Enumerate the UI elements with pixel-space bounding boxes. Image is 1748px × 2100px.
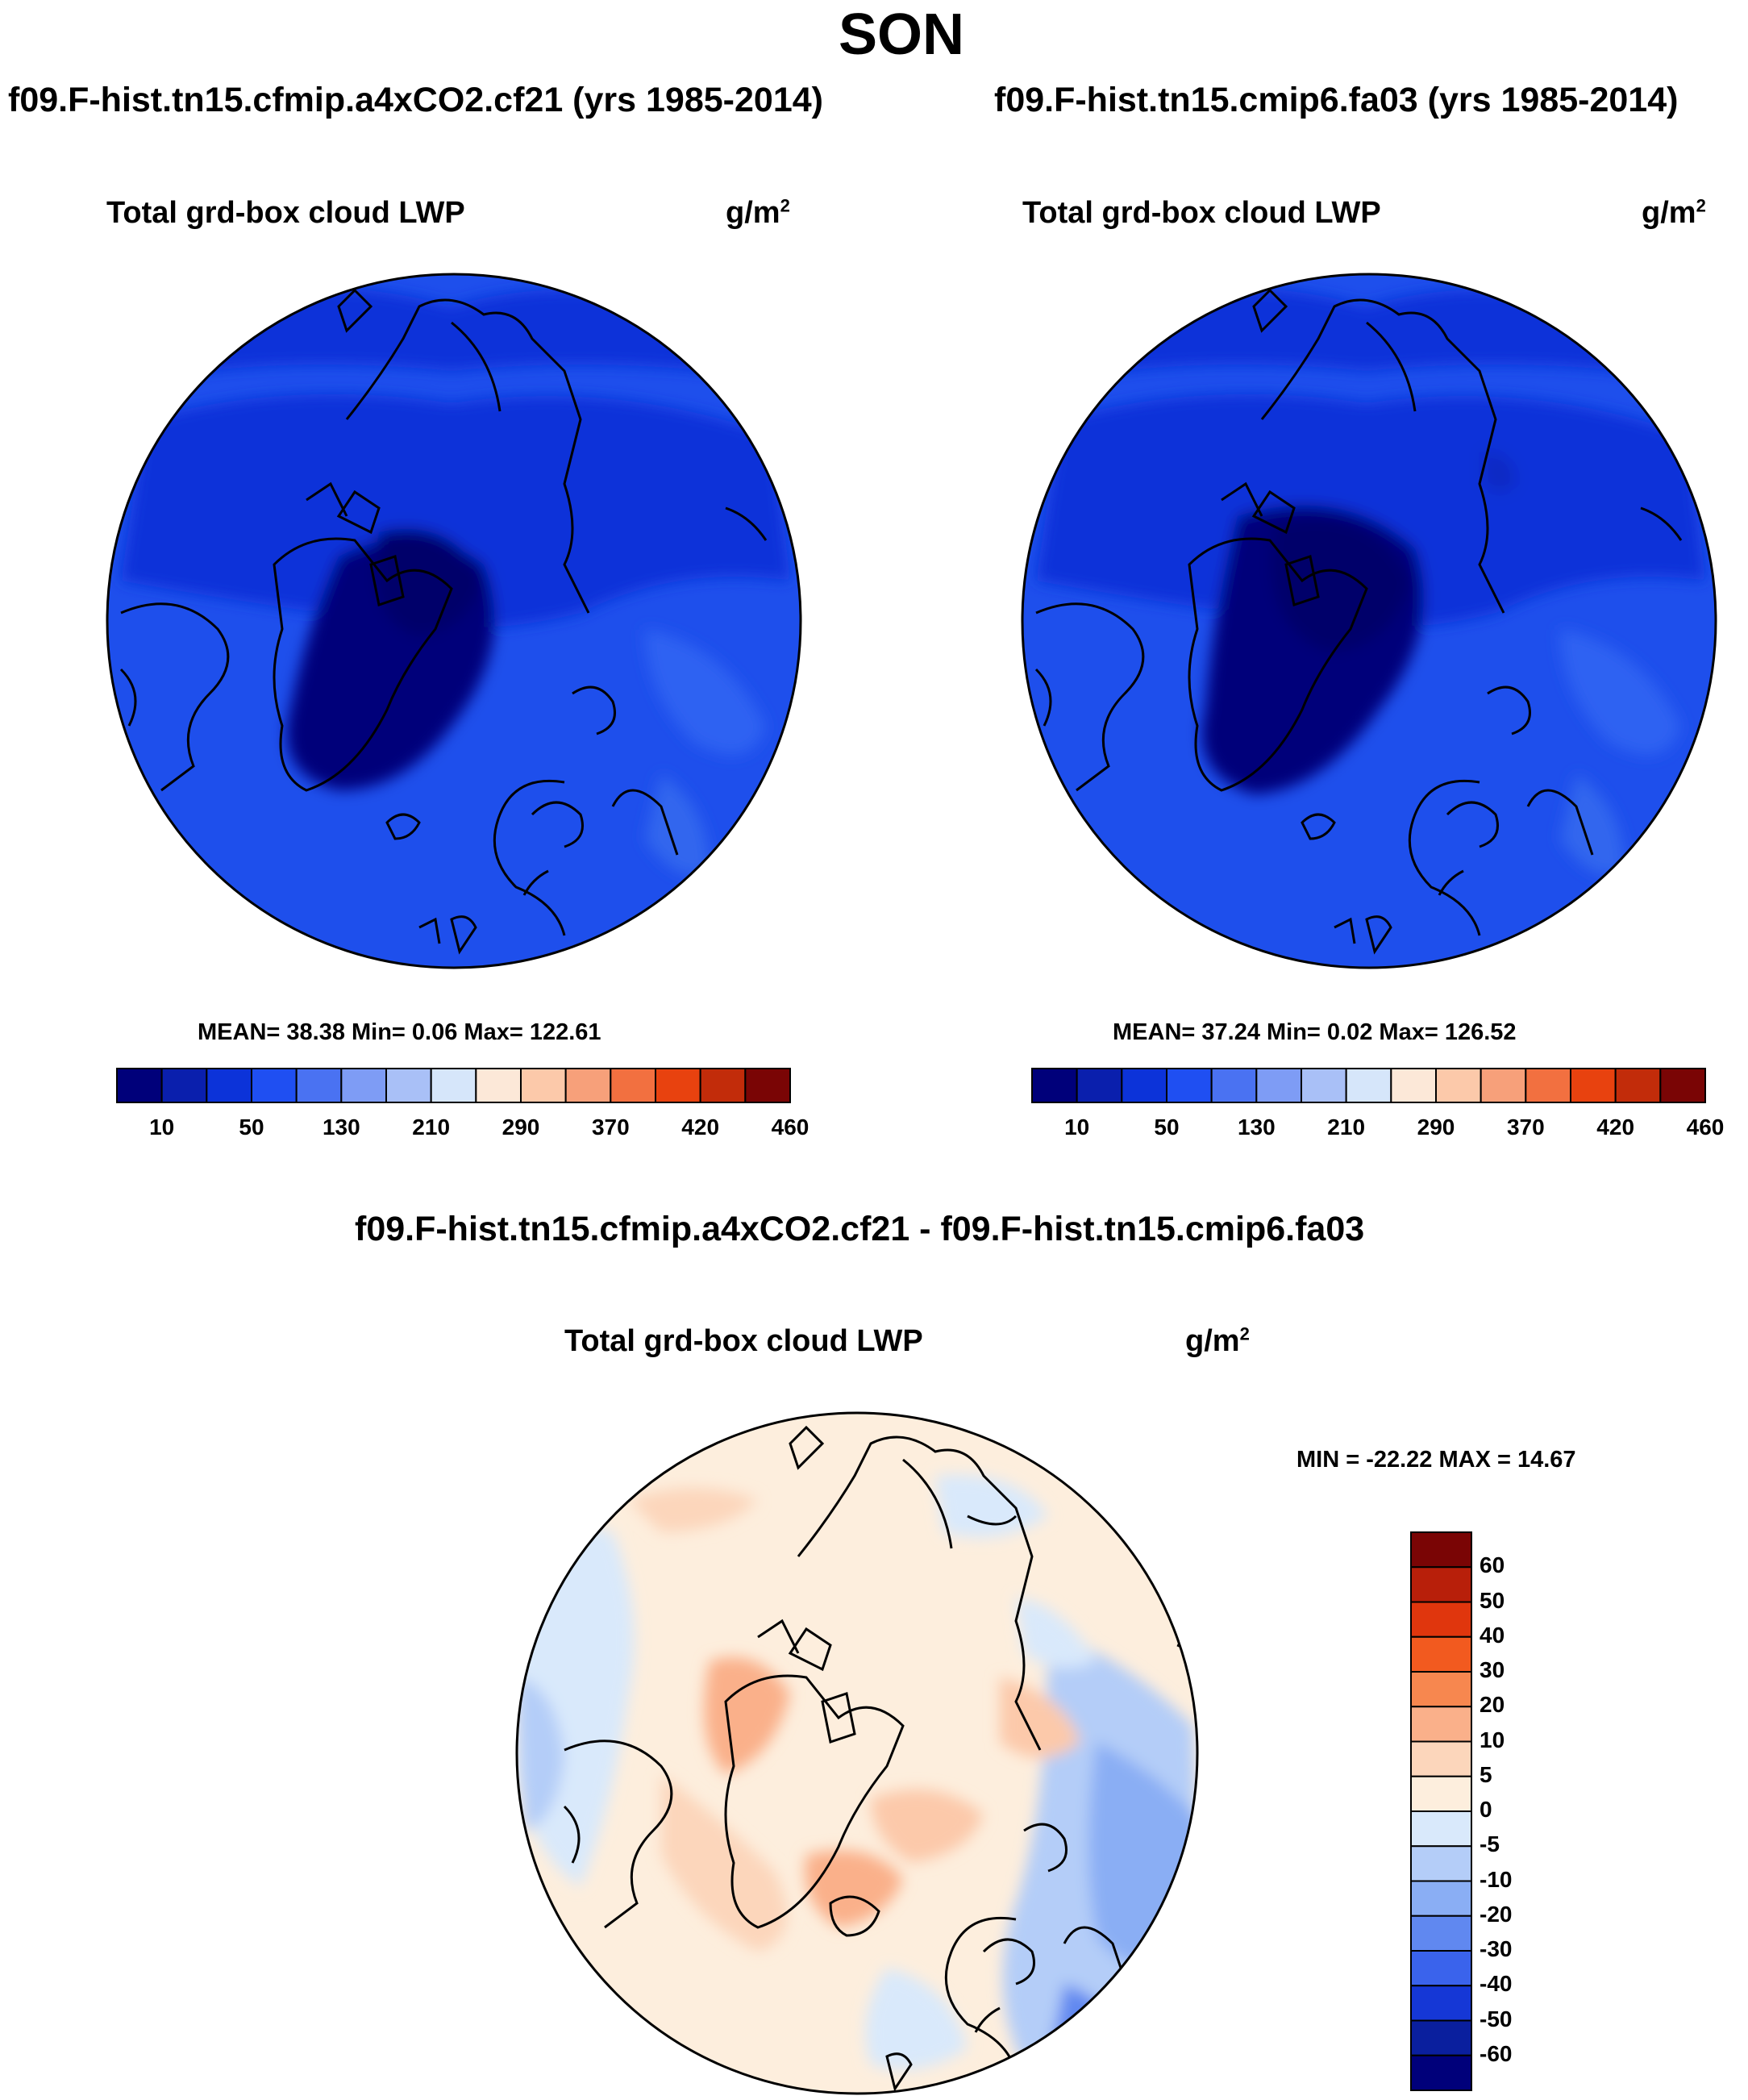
- panel-right-case-title: f09.F-hist.tn15.cmip6.fa03 (yrs 1985-201…: [994, 81, 1679, 119]
- colorbar-swatch: [1410, 1706, 1472, 1743]
- colorbar-tick-label: 130: [1237, 1115, 1276, 1140]
- colorbar-swatch: [116, 1068, 163, 1103]
- panel-diff-variable-title: Total grd-box cloud LWP: [564, 1324, 923, 1358]
- colorbar-tick-label: 40: [1480, 1622, 1505, 1648]
- colorbar-swatch: [1614, 1068, 1662, 1103]
- panel-left-variable-title: Total grd-box cloud LWP: [106, 196, 465, 230]
- colorbar-tick-label: 10: [1064, 1115, 1090, 1140]
- colorbar-tick-label: -30: [1480, 1936, 1513, 1961]
- colorbar-tick-label: 460: [771, 1115, 809, 1140]
- colorbar-swatch: [1410, 1531, 1472, 1569]
- colorbar-swatch: [160, 1068, 208, 1103]
- colorbar-swatch: [1390, 1068, 1438, 1103]
- panel-left-stats: MEAN= 38.38 Min= 0.06 Max= 122.61: [198, 1019, 601, 1045]
- colorbar-tick-label: 5: [1480, 1761, 1492, 1787]
- colorbar-swatch: [744, 1068, 791, 1103]
- colorbar-swatch: [610, 1068, 656, 1103]
- panel-right-stats: MEAN= 37.24 Min= 0.02 Max= 126.52: [1113, 1019, 1517, 1045]
- colorbar-swatch: [1410, 1775, 1472, 1812]
- colorbar-tick-label: 20: [1480, 1692, 1505, 1718]
- colorbar-tick-label: 0: [1480, 1797, 1492, 1822]
- colorbar-tick-label: 50: [1154, 1115, 1180, 1140]
- colorbar-swatch: [1345, 1068, 1392, 1103]
- colorbar-difference: [1410, 1531, 1472, 2091]
- colorbar-swatch: [1410, 1845, 1472, 1882]
- colorbar-swatch: [1210, 1068, 1258, 1103]
- colorbar-swatch: [1031, 1068, 1078, 1103]
- panel-right-units: g/m2: [1642, 195, 1706, 230]
- panel-diff-units: g/m2: [1185, 1323, 1250, 1358]
- colorbar-swatch: [699, 1068, 747, 1103]
- colorbar-swatch: [564, 1068, 612, 1103]
- colorbar-tick-label: 460: [1686, 1115, 1725, 1140]
- colorbar-swatch: [1410, 2054, 1472, 2091]
- colorbar-swatch: [1410, 1950, 1472, 1987]
- colorbar-swatch: [1410, 1915, 1472, 1952]
- colorbar-tick-label: -60: [1480, 2040, 1513, 2066]
- colorbar-tick-label: 10: [1480, 1727, 1505, 1752]
- colorbar-swatch: [1255, 1068, 1303, 1103]
- colorbar-swatch: [655, 1068, 701, 1103]
- colorbar-tick-label: 370: [591, 1115, 630, 1140]
- figure-title: SON: [839, 2, 965, 67]
- colorbar-swatch: [1301, 1068, 1347, 1103]
- colorbar-swatch: [295, 1068, 343, 1103]
- colorbar-swatch: [385, 1068, 432, 1103]
- colorbar-swatch: [1435, 1068, 1482, 1103]
- map-difference: [515, 1411, 1199, 2095]
- colorbar-swatch: [1570, 1068, 1617, 1103]
- panel-diff-case-title: f09.F-hist.tn15.cfmip.a4xCO2.cf21 - f09.…: [355, 1210, 1365, 1248]
- colorbar-tick-label: 50: [1480, 1587, 1505, 1613]
- map-right: [1021, 273, 1717, 969]
- colorbar-swatch: [206, 1068, 253, 1103]
- colorbar-swatch: [1410, 1566, 1472, 1603]
- panel-right-variable-title: Total grd-box cloud LWP: [1022, 196, 1381, 230]
- colorbar-tick-label: 420: [681, 1115, 720, 1140]
- colorbar-right: [1031, 1068, 1706, 1103]
- colorbar-swatch: [1659, 1068, 1706, 1103]
- colorbar-swatch: [1121, 1068, 1168, 1103]
- panel-diff-stats: MIN = -22.22 MAX = 14.67: [1296, 1447, 1576, 1473]
- colorbar-tick-label: 50: [239, 1115, 264, 1140]
- colorbar-tick-label: 290: [1417, 1115, 1455, 1140]
- panel-left-case-title: f09.F-hist.tn15.cfmip.a4xCO2.cf21 (yrs 1…: [8, 81, 823, 119]
- colorbar-swatch: [520, 1068, 567, 1103]
- colorbar-tick-label: -5: [1480, 1831, 1500, 1857]
- colorbar-tick-label: -40: [1480, 1971, 1513, 1997]
- colorbar-tick-label: 30: [1480, 1657, 1505, 1682]
- colorbar-swatch: [1480, 1068, 1527, 1103]
- colorbar-tick-label: 60: [1480, 1552, 1505, 1578]
- colorbar-swatch: [1410, 2019, 1472, 2056]
- colorbar-swatch: [475, 1068, 522, 1103]
- colorbar-swatch: [1076, 1068, 1123, 1103]
- colorbar-swatch: [1166, 1068, 1213, 1103]
- colorbar-tick-label: -50: [1480, 2006, 1513, 2031]
- colorbar-tick-label: 10: [149, 1115, 175, 1140]
- colorbar-swatch: [430, 1068, 477, 1103]
- colorbar-tick-label: 130: [322, 1115, 360, 1140]
- colorbar-swatch: [1525, 1068, 1572, 1103]
- colorbar-swatch: [1410, 1985, 1472, 2022]
- colorbar-swatch: [1410, 1671, 1472, 1708]
- colorbar-tick-label: 420: [1596, 1115, 1635, 1140]
- colorbar-tick-label: 290: [502, 1115, 540, 1140]
- colorbar-swatch: [1410, 1880, 1472, 1917]
- colorbar-swatch: [1410, 1740, 1472, 1777]
- colorbar-tick-label: 370: [1506, 1115, 1545, 1140]
- colorbar-tick-label: 210: [412, 1115, 451, 1140]
- colorbar-swatch: [340, 1068, 388, 1103]
- colorbar-swatch: [251, 1068, 298, 1103]
- colorbar-tick-label: 210: [1327, 1115, 1366, 1140]
- colorbar-swatch: [1410, 1810, 1472, 1848]
- panel-left-units: g/m2: [726, 195, 790, 230]
- colorbar-left: [116, 1068, 791, 1103]
- map-left: [106, 273, 802, 969]
- colorbar-swatch: [1410, 1635, 1472, 1673]
- colorbar-tick-label: -10: [1480, 1866, 1513, 1892]
- colorbar-swatch: [1410, 1601, 1472, 1638]
- colorbar-tick-label: -20: [1480, 1901, 1513, 1927]
